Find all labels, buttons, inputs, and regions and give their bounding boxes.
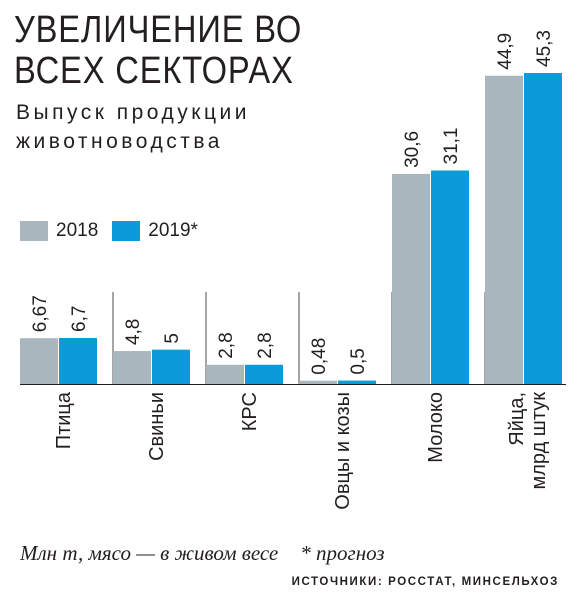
bar bbox=[299, 380, 337, 384]
chart-title: УВЕЛИЧЕНИЕ ВО ВСЕХ СЕКТОРАХ bbox=[14, 9, 303, 92]
legend-label-2018: 2018 bbox=[56, 220, 99, 241]
bar bbox=[338, 380, 376, 384]
legend-label-2019: 2019* bbox=[148, 220, 198, 241]
category-label: Яйца,млрд штук bbox=[506, 392, 550, 490]
bar bbox=[113, 351, 151, 384]
forecast-note: * прогноз bbox=[300, 541, 385, 565]
chart-subtitle: Выпуск продукции животноводства bbox=[16, 101, 250, 153]
legend-item-2018: 2018 bbox=[20, 220, 98, 242]
category-label: Свиньи bbox=[146, 392, 168, 461]
legend-swatch-2018 bbox=[20, 221, 48, 241]
category-label: Овцы и козы bbox=[332, 392, 354, 510]
data-label: 31,1 bbox=[441, 128, 462, 165]
bar bbox=[20, 338, 58, 384]
data-label: 44,9 bbox=[495, 33, 516, 70]
bar bbox=[524, 73, 562, 384]
units-note: Млн т, мясо — в живом весе bbox=[20, 541, 279, 565]
bar bbox=[485, 75, 523, 384]
sources-note: ИСТОЧНИКИ: РОССТАТ, МИНСЕЛЬХОЗ bbox=[291, 576, 559, 588]
data-label: 2,8 bbox=[216, 332, 237, 358]
data-label: 2,8 bbox=[255, 332, 276, 358]
category-label: Птица bbox=[53, 391, 75, 449]
data-label: 45,3 bbox=[534, 30, 555, 67]
data-label: 5 bbox=[162, 333, 183, 344]
footnote: Млн т, мясо — в живом весе * прогноз bbox=[20, 541, 385, 566]
data-label: 0,48 bbox=[309, 338, 330, 375]
category-label: Молоко bbox=[425, 392, 447, 463]
data-label: 0,5 bbox=[348, 348, 369, 374]
data-label: 30,6 bbox=[402, 131, 423, 168]
data-label: 4,8 bbox=[123, 319, 144, 345]
bar bbox=[206, 364, 244, 384]
legend-swatch-2019 bbox=[112, 221, 141, 241]
bar bbox=[431, 170, 469, 384]
category-label: КРС bbox=[239, 392, 261, 431]
data-label: 6,67 bbox=[30, 295, 51, 332]
data-label: 6,7 bbox=[69, 306, 90, 332]
legend-item-2019: 2019* bbox=[112, 220, 198, 242]
bar bbox=[392, 173, 430, 384]
legend: 2018 2019* bbox=[20, 220, 212, 242]
bar bbox=[245, 364, 283, 384]
bar bbox=[152, 349, 190, 384]
bar bbox=[59, 338, 97, 384]
